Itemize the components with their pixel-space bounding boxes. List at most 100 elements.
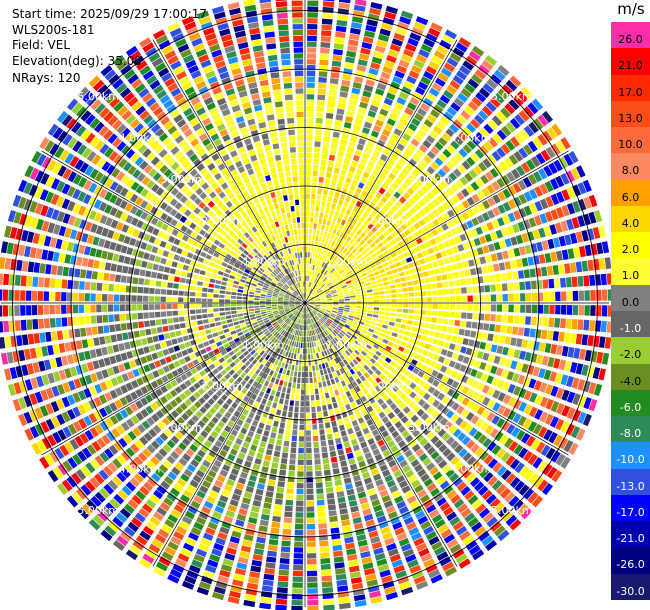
range-gate (204, 475, 214, 484)
range-gate (248, 306, 254, 309)
range-gate (293, 341, 297, 347)
range-gate (320, 306, 327, 309)
range-gate (412, 231, 420, 239)
range-gate (487, 475, 498, 487)
range-gate (75, 469, 87, 481)
range-gate (332, 197, 338, 204)
range-gate (372, 334, 378, 339)
range-gate (249, 288, 256, 292)
range-gate (561, 346, 569, 357)
range-gate (305, 205, 310, 211)
range-gate (448, 255, 456, 263)
range-gate (338, 297, 344, 300)
range-gate (181, 580, 195, 590)
range-gate (285, 318, 290, 324)
range-gate (329, 515, 338, 523)
range-gate (320, 295, 326, 298)
range-gate (223, 342, 230, 349)
range-gate (287, 352, 292, 358)
range-gate (166, 296, 172, 302)
range-gate (312, 252, 316, 259)
range-gate (323, 337, 328, 343)
range-gate (347, 261, 354, 267)
range-gate (307, 564, 317, 571)
range-gate (156, 326, 163, 334)
range-gate (309, 304, 315, 308)
range-gate (252, 343, 258, 349)
range-gate (88, 519, 101, 531)
range-gate (408, 158, 417, 167)
range-gate (313, 308, 319, 313)
range-gate (549, 304, 555, 315)
range-gate (320, 308, 326, 311)
range-gate (521, 432, 531, 444)
range-gate (103, 357, 111, 366)
range-gate (465, 321, 472, 328)
range-gate (481, 489, 493, 501)
range-gate (164, 546, 177, 556)
range-gate (453, 498, 465, 509)
range-gate (84, 293, 90, 302)
range-gate (213, 402, 221, 411)
range-gate (175, 330, 182, 337)
range-gate (436, 475, 447, 486)
range-gate (549, 416, 559, 428)
range-gate (383, 320, 389, 325)
range-gate (173, 317, 179, 323)
range-gate (490, 521, 502, 532)
range-gate (26, 290, 32, 301)
range-gate (221, 489, 231, 498)
range-gate (359, 239, 366, 246)
range-gate (66, 354, 74, 365)
range-gate (584, 349, 592, 362)
range-gate (408, 373, 416, 381)
range-gate (261, 313, 268, 317)
range-gate (328, 334, 334, 340)
range-gate (371, 226, 378, 233)
range-gate (167, 574, 180, 584)
range-gate (320, 42, 331, 48)
range-gate (308, 336, 311, 342)
range-gate (306, 287, 309, 293)
range-gate (327, 439, 334, 446)
range-gate (396, 96, 407, 106)
range-gate (256, 483, 265, 490)
range-gate (332, 309, 338, 312)
range-gate (149, 516, 161, 527)
range-gate (475, 92, 487, 103)
range-gate (477, 394, 486, 404)
range-gate (311, 406, 316, 413)
range-gate (336, 289, 343, 293)
range-gate (333, 235, 339, 242)
range-gate (210, 355, 218, 362)
range-gate (349, 184, 356, 192)
range-gate (422, 170, 431, 179)
range-gate (449, 311, 456, 318)
range-gate (563, 440, 574, 453)
range-gate (407, 37, 419, 47)
range-gate (116, 472, 127, 483)
range-gate (496, 283, 502, 292)
range-gate (306, 512, 315, 518)
range-gate (404, 211, 413, 219)
range-gate (467, 101, 479, 112)
range-gate (308, 312, 312, 318)
range-gate (326, 257, 331, 264)
range-gate (195, 303, 201, 308)
range-gate (384, 191, 392, 199)
range-gate (308, 354, 311, 360)
range-gate (315, 265, 319, 272)
range-gate (534, 380, 542, 391)
range-gate (99, 451, 110, 463)
range-gate (195, 292, 202, 297)
range-gate (297, 306, 302, 310)
range-gate (162, 274, 169, 281)
range-gate (386, 364, 393, 372)
range-gate (424, 256, 431, 263)
range-gate (529, 406, 538, 418)
range-gate (73, 316, 80, 326)
range-gate (337, 291, 343, 294)
range-gate (461, 312, 467, 319)
range-gate (497, 529, 510, 542)
range-gate (318, 82, 327, 89)
